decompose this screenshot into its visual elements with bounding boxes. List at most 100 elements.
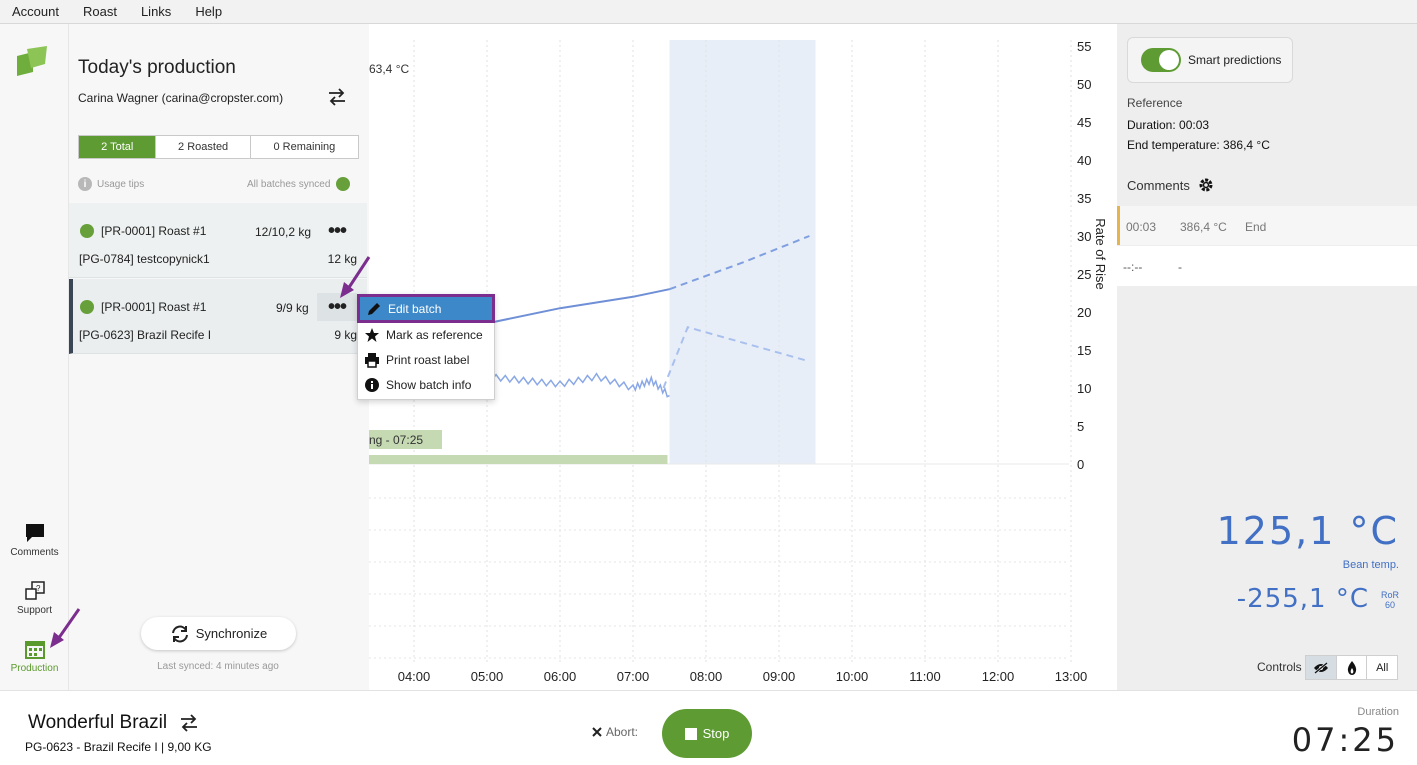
swap-icon[interactable] (179, 714, 199, 732)
status-dot-icon (80, 300, 94, 314)
menu-show-info-label: Show batch info (386, 377, 472, 392)
comment-time: --:-- (1123, 260, 1143, 274)
y-tick-label: 0 (1077, 457, 1084, 472)
page-title: Today's production (78, 57, 236, 78)
menu-mark-reference-label: Mark as reference (386, 327, 483, 342)
duration-label: Duration (1357, 706, 1399, 718)
y-tick-label: 20 (1077, 305, 1091, 320)
star-icon (365, 327, 379, 342)
smart-predictions: Smart predictions (1127, 37, 1293, 83)
bean-temp-value: 125,1 °C (1216, 509, 1399, 553)
hide-controls-button[interactable] (1306, 656, 1337, 679)
annotation-arrow-icon (50, 608, 81, 648)
y-tick-label: 25 (1077, 267, 1091, 282)
flame-icon (1347, 660, 1356, 675)
roast-footer: Wonderful Brazil PG-0623 - Brazil Recife… (0, 690, 1417, 765)
swap-icon[interactable] (327, 88, 347, 106)
ror-period: 60 (1384, 600, 1395, 610)
comments-heading: Comments (1127, 177, 1214, 193)
batch-product: [PG-0784] testcopynick1 (79, 252, 210, 266)
support-icon: ? (24, 581, 45, 600)
info-icon (365, 377, 379, 392)
batch-filter-tabs: 2 Total 2 Roasted 0 Remaining (78, 135, 359, 159)
batch-weight: 9/9 kg (276, 301, 309, 315)
temperature-readout: 63,4 °C (369, 62, 409, 76)
stage-highlight (669, 40, 816, 464)
menu-edit-batch-label: Edit batch (388, 301, 442, 316)
x-tick-label: 08:00 (690, 669, 723, 684)
batch-row[interactable]: [PR-0001] Roast #1 12/10,2 kg ••• [PG-07… (69, 203, 367, 278)
menu-roast[interactable]: Roast (82, 4, 117, 19)
menu-mark-reference[interactable]: Mark as reference (358, 322, 494, 347)
status-dot-icon (80, 224, 94, 238)
duration-value: 07:25 (1291, 721, 1399, 759)
stop-button[interactable]: Stop (662, 709, 752, 758)
series-line (669, 235, 810, 291)
controls-label: Controls (1257, 660, 1302, 674)
y-tick-label: 15 (1077, 343, 1091, 358)
phase-bar (369, 455, 668, 464)
series-line (662, 325, 810, 389)
ror-value: -255,1 °C (1236, 584, 1369, 614)
refresh-icon (171, 625, 188, 642)
synchronize-label: Synchronize (195, 626, 268, 641)
roast-subtitle: PG-0623 - Brazil Recife I | 9,00 KG (25, 740, 212, 754)
stop-icon (684, 727, 697, 740)
roast-chart[interactable]: 55 50 45 40 35 30 25 20 15 10 5 0 Rate of Rise 04:00 0… (369, 24, 1117, 690)
y-tick-label: 35 (1077, 191, 1091, 206)
menu-bar: Account Roast Links Help (0, 0, 1417, 24)
nav-comments[interactable]: Comments (0, 522, 69, 558)
pencil-icon (368, 302, 380, 315)
eye-off-icon (1313, 661, 1328, 674)
menu-help[interactable]: Help (195, 4, 223, 19)
comment-icon (25, 524, 44, 542)
x-tick-label: 09:00 (763, 669, 796, 684)
nav-comments-label: Comments (10, 547, 59, 558)
nav-production[interactable]: Production (0, 638, 69, 674)
smart-predictions-toggle[interactable] (1141, 48, 1181, 72)
batch-roast-name: [PR-0001] Roast #1 (101, 300, 207, 314)
all-controls-button[interactable]: All (1376, 661, 1389, 674)
status-dot-icon (336, 177, 351, 191)
last-synced: Last synced: 4 minutes ago (157, 661, 279, 672)
more-options-icon[interactable]: ••• (317, 293, 357, 321)
comment-row[interactable]: 00:03 386,4 °C End (1117, 206, 1417, 245)
user-name: Carina Wagner (carina@cropster.com) (78, 91, 284, 105)
synchronize-button[interactable]: Synchronize (141, 617, 296, 650)
menu-account[interactable]: Account (12, 4, 59, 19)
comment-temp: 386,4 °C (1180, 220, 1227, 234)
y-tick-label: 50 (1077, 77, 1091, 92)
batch-kg: 9 kg (334, 328, 357, 342)
reference-heading: Reference (1127, 96, 1183, 110)
right-panel: Smart predictions Reference Duration: 00… (1117, 24, 1417, 690)
y-tick-label: 45 (1077, 115, 1091, 130)
nav-support[interactable]: ? Support (0, 580, 69, 616)
abort-button[interactable]: Abort: (592, 725, 638, 739)
menu-links[interactable]: Links (140, 4, 172, 19)
ror-label-text: RoR (1380, 590, 1399, 600)
tab-roasted[interactable]: 2 Roasted (156, 136, 251, 158)
close-icon (592, 727, 602, 737)
menu-show-info[interactable]: Show batch info (358, 372, 494, 397)
menu-edit-batch[interactable]: Edit batch (357, 294, 495, 323)
y-axis-label: Rate of Rise (1093, 218, 1108, 290)
tab-total[interactable]: 2 Total (79, 136, 157, 158)
tab-remaining[interactable]: 0 Remaining (273, 141, 336, 153)
more-options-icon[interactable]: ••• (327, 219, 347, 242)
gear-icon[interactable] (1198, 177, 1214, 193)
svg-text:?: ? (36, 584, 41, 593)
menu-print-label[interactable]: Print roast label (358, 347, 494, 372)
y-tick-label: 5 (1077, 419, 1084, 434)
gas-control-button[interactable] (1337, 656, 1368, 679)
reference-duration: Duration: 00:03 (1127, 118, 1210, 132)
phase-label-bg (369, 430, 442, 449)
controls-toggle: All (1305, 655, 1398, 680)
calendar-icon (24, 641, 45, 659)
left-nav: Comments ? Support Production (0, 24, 69, 690)
comment-row[interactable]: --:-- - (1117, 246, 1417, 286)
x-tick-label: 10:00 (836, 669, 869, 684)
usage-tips[interactable]: i Usage tips (78, 177, 144, 191)
batch-row[interactable]: [PR-0001] Roast #1 9/9 kg ••• [PG-0623] … (69, 279, 367, 354)
batch-kg: 12 kg (327, 252, 357, 266)
menu-print-label-label: Print roast label (386, 352, 470, 367)
